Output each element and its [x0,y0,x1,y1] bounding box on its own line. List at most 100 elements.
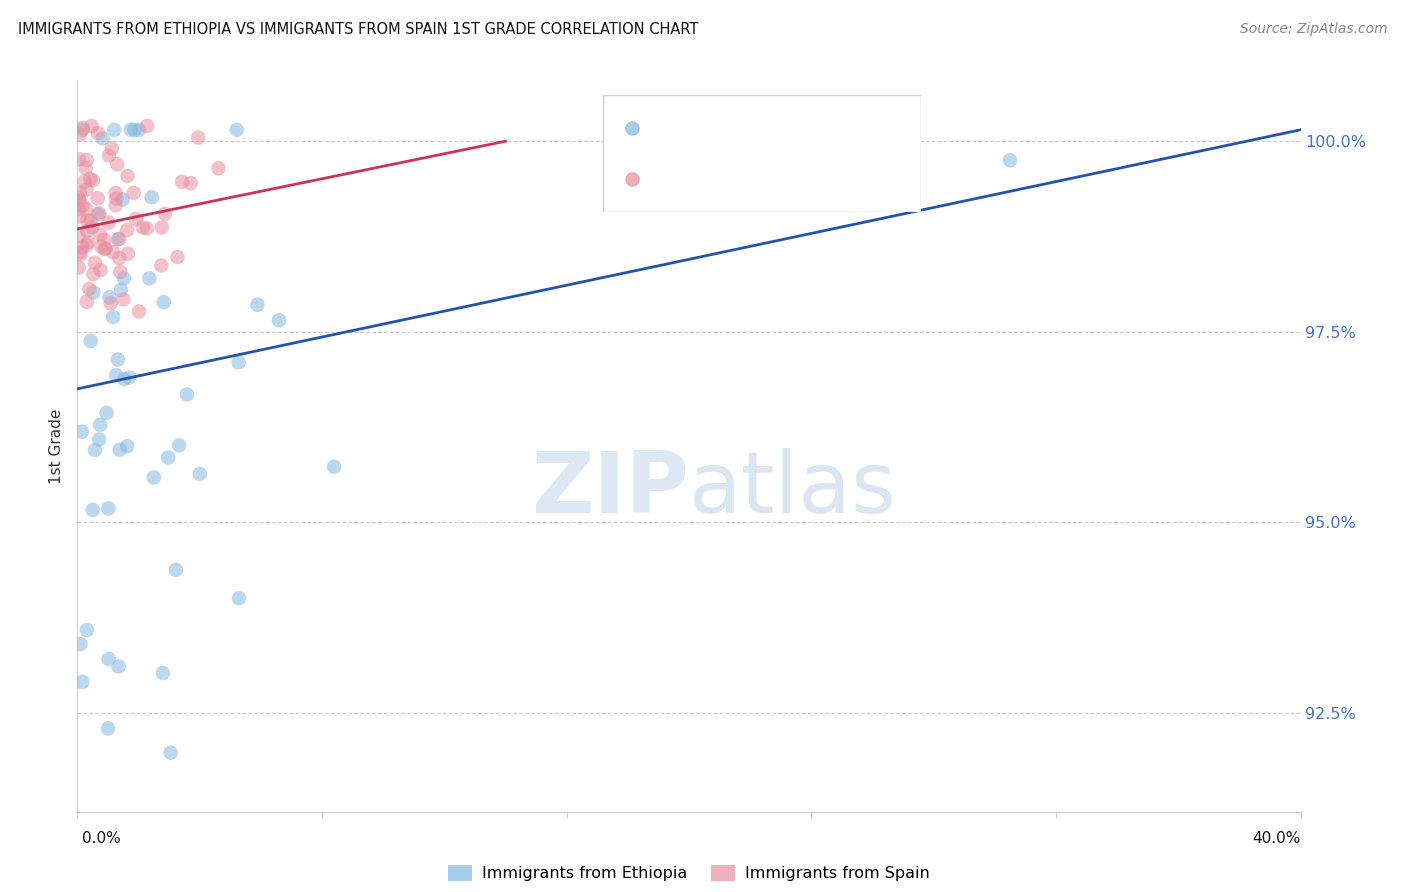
Point [80,119,103,133]
Point [103,245,125,260]
Point [94,241,117,255]
Point [75,183,97,197]
Point [112,372,135,386]
Point [67,260,90,275]
Point [172,175,194,189]
Point [136,119,159,133]
Point [72,198,94,212]
Point [76,623,98,637]
Text: Source: ZipAtlas.com: Source: ZipAtlas.com [1240,22,1388,37]
Point [96,406,118,420]
Point [132,220,155,235]
Point [120,123,142,137]
Point [128,304,150,318]
Point [69,637,91,651]
Point [118,370,141,384]
Point [188,467,211,481]
Point [89,227,111,242]
Point [267,313,290,327]
Point [73,175,96,189]
Point [84,443,107,458]
Point [104,198,127,212]
Point [187,130,209,145]
Point [207,161,229,176]
Point [112,293,135,307]
Point [67,192,90,206]
Point [83,256,105,270]
Point [117,247,139,261]
Point [69,245,91,260]
Point [125,212,148,227]
Point [69,128,91,142]
Point [67,153,90,167]
Point [159,746,181,760]
Point [323,459,346,474]
Point [167,438,190,452]
Point [112,271,135,285]
Y-axis label: 1st Grade: 1st Grade [49,409,65,483]
Point [69,186,91,201]
Point [76,153,98,167]
Point [67,194,90,208]
Point [150,259,173,273]
Text: IMMIGRANTS FROM ETHIOPIA VS IMMIGRANTS FROM SPAIN 1ST GRADE CORRELATION CHART: IMMIGRANTS FROM ETHIOPIA VS IMMIGRANTS F… [18,22,699,37]
Point [82,220,104,235]
Point [76,294,98,309]
Point [108,442,131,457]
Point [110,283,132,297]
Point [128,123,150,137]
Point [72,240,94,254]
Text: ZIP: ZIP [531,449,689,532]
Point [97,216,120,230]
Point [165,563,187,577]
Point [152,665,174,680]
Point [150,220,173,235]
Point [108,232,131,246]
Point [72,120,94,135]
Text: 0.0%: 0.0% [82,831,121,846]
Point [166,250,188,264]
Point [77,235,100,250]
Point [100,296,122,310]
Point [72,123,94,137]
Point [225,123,247,137]
Point [138,271,160,285]
Point [90,263,112,277]
Point [998,153,1021,168]
Point [82,173,104,187]
Point [72,674,94,689]
Point [180,176,202,190]
Point [97,652,120,666]
Point [69,210,91,224]
Legend: Immigrants from Ethiopia, Immigrants from Spain: Immigrants from Ethiopia, Immigrants fro… [441,858,936,888]
Point [76,224,98,238]
Point [86,191,108,205]
Point [87,207,110,221]
Point [104,186,127,200]
Point [75,161,97,176]
Point [69,247,91,261]
Point [80,334,103,348]
Point [108,251,131,265]
Point [228,355,250,369]
Point [246,298,269,312]
Point [87,433,110,447]
Point [93,242,115,256]
Point [107,232,129,246]
Point [76,213,98,227]
Point [136,221,159,235]
Text: 40.0%: 40.0% [1253,831,1301,846]
Point [141,190,163,204]
Point [111,193,134,207]
Point [79,172,101,186]
Point [82,285,104,300]
Point [89,206,111,220]
Point [103,123,125,137]
Point [77,282,100,296]
Point [70,425,93,439]
Text: atlas: atlas [689,449,897,532]
Point [876,145,898,160]
Point [97,722,120,736]
Point [115,223,138,237]
Point [115,439,138,453]
